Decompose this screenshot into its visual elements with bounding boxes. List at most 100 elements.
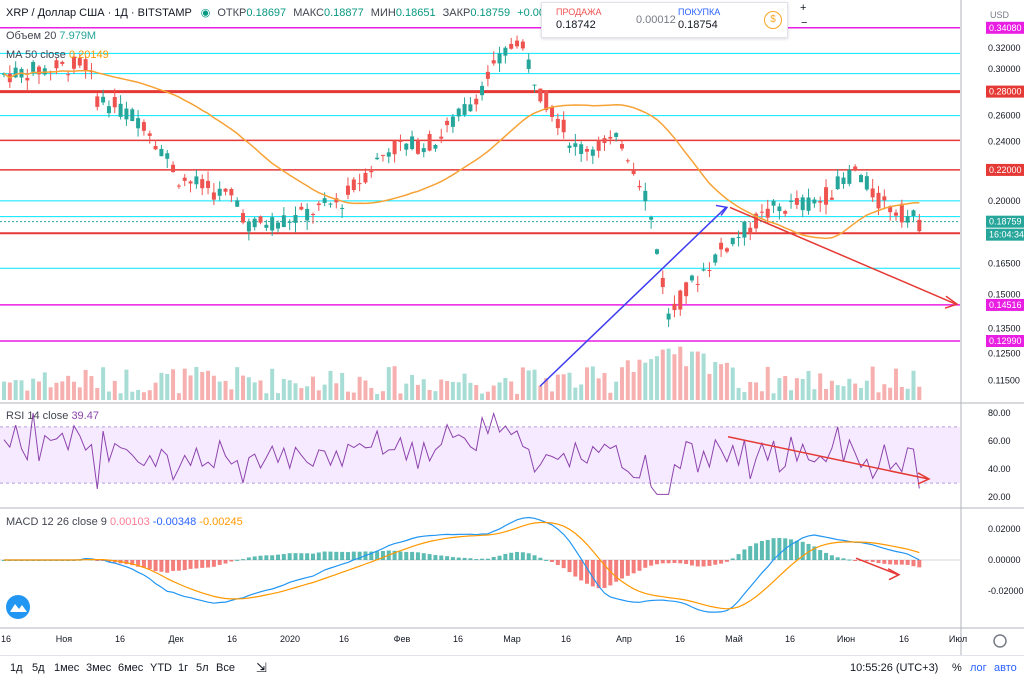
volume-bar (614, 381, 619, 400)
candle-body (223, 188, 228, 192)
macd-histogram-bar (246, 557, 251, 560)
sell-price[interactable]: 0.18742 (556, 19, 596, 31)
volume-bar (118, 393, 123, 400)
date-range-icon[interactable]: ⇲ (256, 660, 267, 675)
open-value: 0.18697 (246, 7, 287, 19)
candle-body (357, 183, 362, 185)
candle-body (404, 143, 409, 150)
volume-bar (270, 368, 275, 400)
volume-bar (141, 392, 146, 400)
volume-bar (334, 383, 339, 400)
candle-body (859, 175, 864, 183)
volume-bar (532, 369, 537, 400)
rsi-tick-label: 80.00 (988, 408, 1011, 418)
volume-bar (480, 393, 485, 400)
volume-bar (223, 380, 228, 400)
volume-bar (585, 367, 589, 400)
candle-body (322, 198, 327, 203)
candle-body (340, 207, 345, 210)
volume-bar (182, 368, 187, 400)
symbol-title[interactable]: XRP / Доллар США · 1Д · BITSTAMP (6, 7, 192, 19)
period-1y-button[interactable]: 1г (178, 662, 189, 674)
volume-bar (71, 381, 76, 400)
ma-line (3, 69, 920, 240)
candle-body (276, 222, 281, 229)
macd-histogram-bar (217, 560, 222, 565)
volume-bar (386, 367, 391, 400)
log-toggle[interactable]: лог (970, 662, 987, 674)
x-tick-label: 16 (1, 634, 11, 644)
candle-body (876, 192, 881, 209)
candle-body (596, 140, 601, 151)
candle-body (101, 96, 106, 103)
candle-body (637, 185, 642, 188)
currency-dollar-icon[interactable]: $ (764, 11, 782, 29)
macd-histogram-bar (252, 556, 257, 560)
macd-histogram-bar (899, 560, 904, 565)
sell-label[interactable]: ПРОДАЖА (556, 7, 602, 17)
period-ytd-button[interactable]: YTD (150, 662, 172, 674)
macd-histogram-bar (171, 560, 176, 571)
macd-histogram-bar (223, 560, 228, 564)
volume-bar (124, 369, 129, 400)
candle-body (765, 208, 770, 218)
volume-legend[interactable]: Объем 20 7.979M (6, 30, 97, 42)
candle-body (258, 216, 263, 223)
auto-toggle[interactable]: авто (994, 662, 1017, 674)
minus-icon[interactable]: − (801, 17, 808, 29)
candle-body (783, 211, 788, 214)
volume-bar (905, 388, 910, 400)
buy-price[interactable]: 0.18754 (678, 19, 718, 31)
volume-bar (462, 373, 467, 400)
macd-histogram-bar (392, 550, 397, 560)
volume-bar (818, 373, 823, 400)
macd-histogram-bar (503, 553, 508, 560)
candle-body (194, 176, 199, 185)
volume-bar (281, 378, 286, 400)
candle-body (235, 200, 240, 207)
candle-body (474, 98, 479, 105)
macd-histogram-bar (911, 560, 916, 567)
volume-bar (777, 378, 782, 400)
period-1d-button[interactable]: 1д (10, 662, 23, 674)
macd-histogram-bar (445, 556, 450, 560)
macd-histogram-bar (270, 555, 275, 560)
volume-bar (899, 387, 904, 400)
candle-body (77, 58, 82, 66)
candle-body (264, 224, 269, 228)
macd-tick-label: -0.02000 (988, 586, 1024, 596)
period-5d-button[interactable]: 5д (32, 662, 45, 674)
candle-body (305, 208, 310, 221)
plus-icon[interactable]: + (800, 2, 807, 14)
period-all-button[interactable]: Все (216, 662, 235, 674)
volume-bar (147, 390, 152, 400)
volume-bar (445, 380, 450, 400)
ma-legend[interactable]: MA 50 close 0.20149 (6, 49, 109, 61)
volume-bar (415, 384, 420, 400)
volume-bar (252, 382, 257, 400)
macd-histogram-bar (701, 560, 706, 567)
volume-bar (456, 382, 461, 400)
price-chart[interactable]: 0.32000 0.30000 0.28000 0.26000 0.24000 0.220… (0, 0, 1024, 655)
clock-time[interactable]: 10:55:26 (UTC+3) (850, 662, 939, 674)
percent-toggle[interactable]: % (952, 662, 962, 674)
rsi-legend[interactable]: RSI 14 close 39.47 (6, 410, 99, 422)
candle-body (206, 180, 211, 189)
macd-histogram-bar (439, 555, 444, 560)
candle-body (299, 206, 304, 210)
macd-histogram-bar (847, 559, 852, 561)
period-3m-button[interactable]: 3мес (86, 662, 112, 674)
volume-bar (841, 386, 846, 400)
candle-body (456, 108, 461, 117)
candle-body (485, 71, 490, 79)
period-5y-button[interactable]: 5л (196, 662, 209, 674)
volume-bar (759, 391, 764, 400)
x-tick-label: Мар (503, 634, 521, 644)
macd-legend[interactable]: MACD 12 26 close 9 0.00103 -0.00348 -0.0… (6, 516, 243, 528)
period-1m-button[interactable]: 1мес (54, 662, 80, 674)
period-6m-button[interactable]: 6мес (118, 662, 144, 674)
macd-histogram-bar (450, 557, 455, 560)
buy-label[interactable]: ПОКУПКА (678, 7, 721, 17)
macd-histogram-bar (520, 552, 525, 560)
macd-histogram-bar (462, 557, 467, 560)
